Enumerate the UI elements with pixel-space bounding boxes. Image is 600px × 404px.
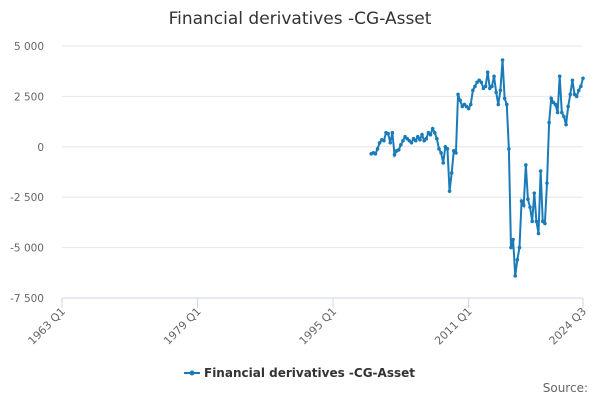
data-point: [439, 151, 443, 155]
y-tick-label: 5 000: [14, 41, 44, 53]
data-point: [524, 163, 528, 167]
data-point: [373, 152, 378, 156]
series-line: [370, 60, 584, 276]
data-point: [466, 106, 471, 111]
data-point: [382, 138, 386, 143]
data-point: [526, 197, 530, 202]
legend-label: Financial derivatives -CG-Asset: [204, 366, 415, 380]
data-point: [549, 96, 554, 101]
data-point: [564, 122, 568, 127]
data-point: [441, 161, 446, 165]
data-point: [492, 74, 496, 79]
data-point: [500, 58, 505, 62]
data-point: [560, 110, 564, 115]
data-point: [468, 102, 473, 107]
data-point: [445, 147, 450, 151]
data-point: [574, 94, 579, 99]
data-point: [568, 92, 573, 97]
data-point: [483, 84, 488, 89]
data-point: [420, 132, 424, 137]
legend-marker: [189, 370, 195, 376]
data-point: [555, 110, 560, 115]
data-point: [377, 140, 382, 145]
data-point: [509, 245, 513, 250]
y-tick-label: -2 500: [10, 192, 44, 204]
data-point: [449, 171, 454, 175]
data-point: [543, 221, 547, 226]
data-point: [502, 96, 507, 101]
data-point: [401, 138, 405, 143]
data-point: [581, 76, 585, 81]
chart-title: Financial derivatives -CG-Asset: [169, 9, 432, 29]
data-point: [490, 84, 494, 89]
data-point: [413, 138, 418, 143]
data-point: [528, 205, 532, 210]
data-point: [545, 181, 549, 185]
data-point: [424, 136, 429, 141]
data-point: [458, 98, 462, 103]
data-point: [496, 102, 501, 107]
data-point: [432, 130, 437, 135]
data-point: [504, 102, 509, 107]
data-point: [375, 147, 380, 151]
data-point: [494, 90, 498, 95]
x-tick-label: 2011 Q1: [432, 305, 475, 348]
data-point: [479, 80, 484, 85]
data-point: [534, 219, 539, 224]
data-point: [515, 257, 520, 262]
data-point: [570, 78, 575, 83]
data-point: [454, 151, 458, 155]
x-tick-label: 1979 Q1: [161, 305, 204, 348]
data-point: [485, 70, 490, 75]
y-tick-label: -5 000: [10, 243, 44, 255]
data-point: [547, 120, 551, 125]
data-point: [386, 131, 390, 136]
data-point: [532, 191, 537, 195]
x-tick-label: 2024 Q3: [547, 305, 590, 348]
data-point: [511, 237, 515, 242]
source: Source:: [543, 381, 588, 395]
data-point: [498, 88, 503, 93]
data-point: [435, 136, 439, 141]
data-point: [519, 199, 524, 204]
data-point: [579, 84, 583, 89]
data-point: [430, 126, 435, 131]
data-point: [562, 114, 566, 119]
data-point: [553, 102, 558, 107]
y-tick-label: 0: [37, 142, 44, 154]
y-tick-label: 2 500: [14, 91, 44, 103]
data-point: [517, 245, 522, 250]
data-point: [507, 147, 511, 151]
data-point: [513, 274, 518, 278]
data-point: [396, 148, 401, 152]
data-point: [392, 153, 397, 157]
data-point: [557, 74, 562, 79]
data-point: [418, 137, 422, 142]
data-point: [471, 88, 475, 93]
data-point: [456, 92, 460, 97]
data-point: [399, 142, 403, 147]
data-point: [409, 140, 414, 145]
data-point: [388, 140, 393, 145]
x-tick-label: 1963 Q1: [26, 305, 69, 348]
data-point: [428, 132, 433, 137]
data-point: [390, 130, 395, 135]
data-point: [538, 169, 543, 173]
data-point: [566, 104, 570, 109]
data-point: [416, 134, 420, 139]
x-tick-label: 1995 Q1: [297, 305, 340, 348]
data-point: [530, 219, 534, 224]
data-point: [536, 231, 541, 236]
data-point: [473, 84, 477, 89]
data-point: [447, 189, 452, 193]
data-point: [576, 88, 581, 93]
data-point: [521, 203, 526, 208]
y-tick-label: -7 500: [10, 293, 44, 305]
data-point: [437, 147, 441, 151]
